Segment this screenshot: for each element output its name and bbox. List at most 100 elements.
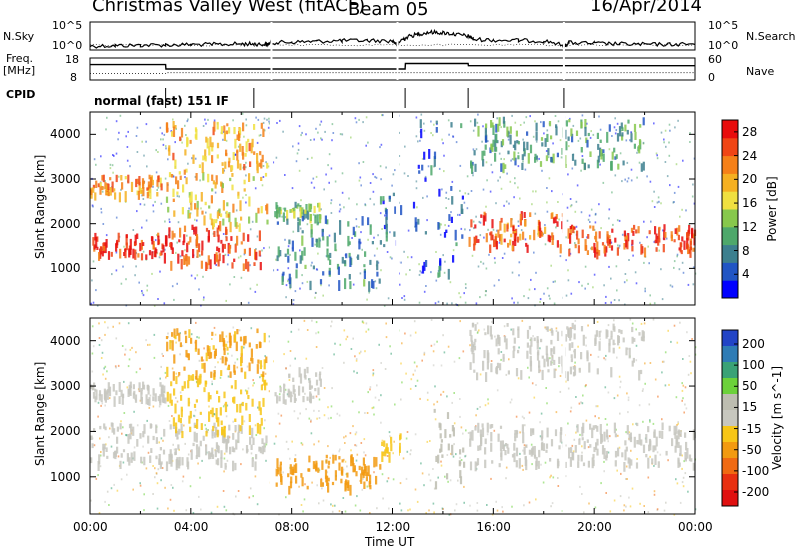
velocity-speckle [321,487,323,490]
velocity-speckle [331,387,333,390]
velocity-band-1 [157,395,160,402]
power-speckle [567,279,570,282]
velocity-band-7 [446,412,450,419]
power-band-1 [186,242,189,253]
velocity-band-2 [199,411,202,415]
power-band-11 [471,161,474,166]
velocity-band-9 [505,338,508,350]
velocity-speckle [294,454,297,457]
velocity-speckle [523,417,525,420]
velocity-band-5 [363,468,366,474]
power-band-11 [570,128,573,137]
power-speckle [500,126,502,129]
velocity-speckle [465,454,467,457]
velocity-band-6 [390,436,393,444]
velocity-band-0 [174,448,177,455]
velocity-band-1 [147,385,150,395]
power-band-1 [248,247,251,256]
velocity-speckle [642,420,644,423]
power-band-4 [204,149,207,160]
power-speckle [445,191,448,194]
velocity-band-2 [208,411,211,422]
power-speckle [291,187,294,190]
velocity-speckle [659,453,662,456]
velocity-speckle [120,420,122,423]
power-speckle [146,289,148,292]
velocity-band-9 [502,353,505,362]
velocity-band-3 [173,328,176,338]
velocity-speckle [542,481,545,484]
velocity-speckle [190,333,193,336]
velocity-band-7 [439,448,442,453]
power-band-6 [334,243,337,252]
velocity-speckle [580,401,582,404]
power-speckle [199,179,201,182]
velocity-band-0 [99,425,102,430]
power-speckle [552,142,554,145]
mode-label: normal (fast) 151 IF [94,94,229,108]
power-speckle [455,303,457,306]
power-band-0 [98,252,101,261]
velocity-band-2 [215,417,219,423]
velocity-band-6 [398,434,401,441]
power-speckle [360,184,362,187]
velocity-band-0 [150,424,153,428]
power-speckle [405,273,407,276]
power-band-7 [382,199,385,205]
power-speckle [447,198,450,200]
power-band-11 [490,120,493,128]
velocity-band-8 [677,430,680,440]
velocity-band-8 [484,447,487,455]
power-band-3 [167,206,170,213]
power-band-6 [319,279,323,285]
velocity-panel [89,317,697,516]
velocity-band-1 [140,391,143,402]
power-band-11 [585,137,588,144]
velocity-speckle [558,365,560,368]
velocity-speckle [440,464,443,467]
power-band-9 [491,219,494,229]
velocity-band-8 [469,438,472,447]
velocity-band-5 [301,477,304,487]
velocity-speckle [399,482,402,485]
power-speckle [100,155,102,158]
velocity-band-9 [498,337,501,346]
velocity-speckle [304,392,306,395]
power-speckle [217,210,219,212]
velocity-speckle [426,391,429,394]
power-band-0 [110,251,113,257]
velocity-band-2 [246,390,249,395]
velocity-band-9 [495,367,498,374]
velocity-band-2 [188,415,191,424]
velocity-band-4 [302,396,305,403]
power-speckle [115,216,118,219]
velocity-band-4 [319,378,322,387]
power-speckle [668,123,671,126]
power-band-4 [201,162,204,174]
power-band-1 [171,230,174,240]
velocity-band-8 [577,454,580,461]
velocity-speckle [555,327,558,330]
velocity-speckle [510,398,513,401]
velocity-speckle [528,376,530,379]
velocity-speckle [145,339,147,342]
power-speckle [358,162,360,165]
velocity-speckle [116,489,119,492]
velocity-band-9 [566,371,569,382]
velocity-speckle [91,325,94,328]
power-speckle [284,238,286,241]
velocity-band-3 [219,334,222,343]
velocity-band-8 [580,454,583,462]
power-band-11 [474,118,477,127]
velocity-band-8 [591,427,594,439]
power-band-4 [239,128,242,135]
velocity-speckle [193,414,195,417]
power-speckle [602,181,605,184]
velocity-speckle [327,417,330,420]
velocity-band-0 [261,445,264,455]
power-speckle [482,262,485,265]
power-band-1 [225,226,228,235]
power-band-4 [256,153,259,164]
power-speckle [576,184,579,187]
power-band-4 [194,127,198,132]
